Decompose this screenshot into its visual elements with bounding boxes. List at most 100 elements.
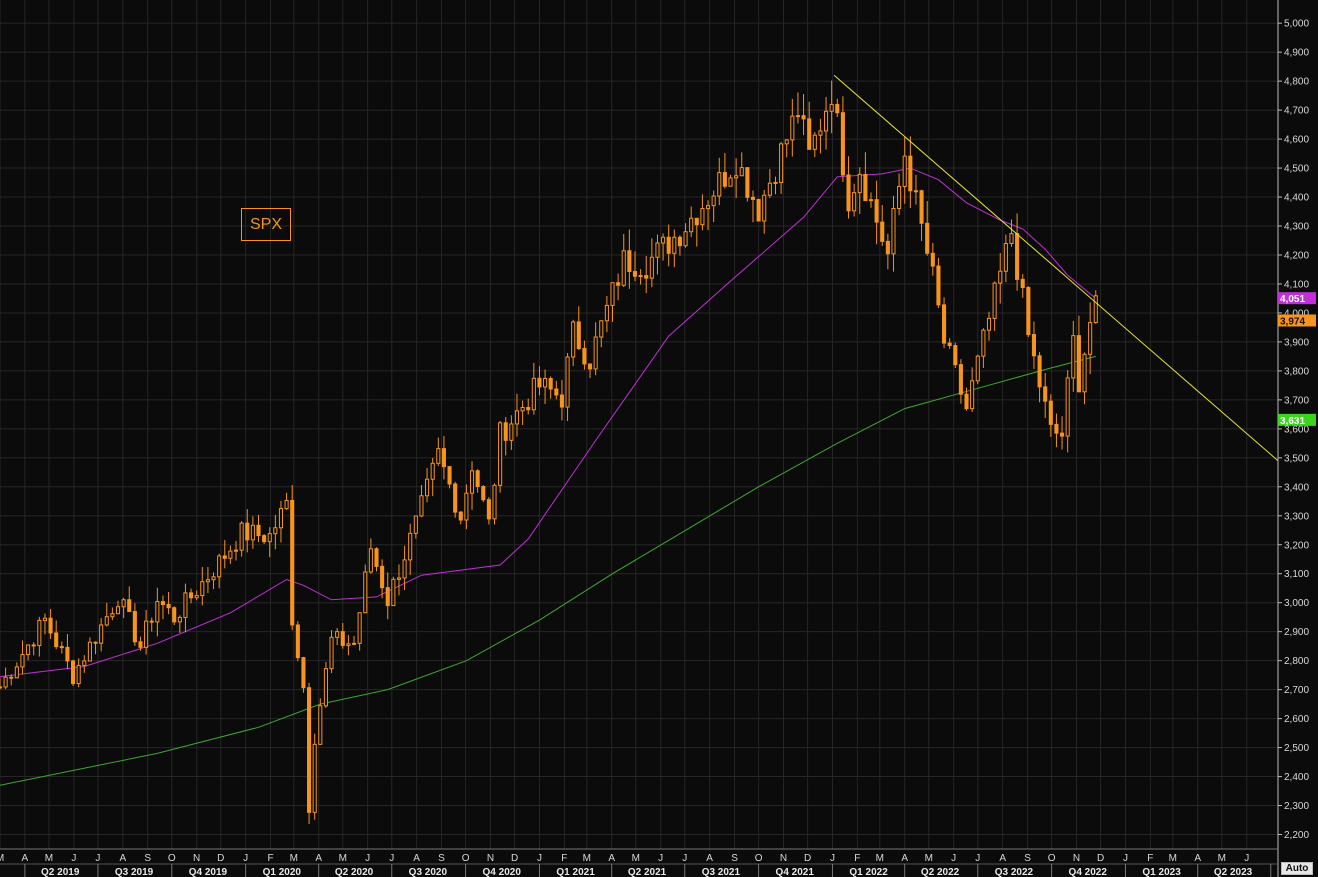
x-month-label: D [511, 853, 518, 864]
candle-body [728, 177, 733, 187]
candle-body [1054, 423, 1059, 434]
x-month-label: M [0, 853, 4, 864]
y-tick-label: 4,400 [1284, 193, 1309, 204]
candle-body [194, 595, 199, 599]
last-value-tag [1278, 314, 1316, 327]
candle-body [689, 217, 694, 233]
candle-body [902, 155, 907, 187]
candle-body [284, 499, 289, 510]
candle-body [795, 115, 800, 118]
x-month-label: J [95, 853, 100, 864]
candle-body [396, 577, 402, 580]
candle-body [942, 304, 947, 344]
candle-body [565, 356, 570, 408]
candle-body [773, 181, 778, 184]
y-tick-label: 4,600 [1284, 135, 1309, 146]
x-month-label: O [462, 853, 470, 864]
candle-body [1020, 278, 1025, 289]
candle-body [846, 174, 851, 212]
candle-body [492, 484, 497, 520]
y-tick-label: 3,800 [1284, 366, 1309, 377]
auto-scale-button[interactable]: Auto [1281, 862, 1313, 875]
candle-body [93, 641, 98, 644]
candle-body [559, 394, 564, 408]
ma50-line [0, 167, 1097, 678]
y-tick-label: 2,900 [1284, 627, 1309, 638]
candle-body [138, 641, 143, 648]
candle-body [762, 194, 767, 222]
x-quarter-label: Q1 2023 [1142, 867, 1181, 877]
x-month-label: M [632, 853, 640, 864]
x-month-label: M [45, 853, 53, 864]
candle-body [1088, 322, 1093, 355]
candle-body [211, 576, 216, 581]
candle-body [307, 687, 312, 813]
y-tick-label: 3,600 [1284, 424, 1309, 435]
candle-body [267, 533, 272, 543]
candle-body [818, 130, 823, 136]
x-month-label: J [243, 853, 248, 864]
candle-body [160, 601, 166, 606]
candle-body [919, 190, 924, 224]
x-axis: MAMJJASONDJFMAMJJASONDJFMAMJJASONDJFMAMJ… [0, 848, 1278, 877]
candle-body [745, 167, 750, 198]
candle-body [936, 265, 941, 306]
candle-body [0, 686, 3, 689]
candle-body [37, 619, 42, 647]
x-month-label: A [901, 853, 908, 864]
candle-body [543, 377, 548, 388]
trendline-layer [833, 74, 1279, 462]
candle-body [233, 549, 239, 552]
x-month-label: S [731, 853, 738, 864]
candle-body [986, 317, 992, 331]
candle-body [1071, 335, 1076, 379]
candle-body [880, 221, 885, 242]
candle-body [705, 205, 711, 210]
x-month-label: A [999, 853, 1006, 864]
candle-body [655, 242, 660, 258]
candle-body [975, 355, 980, 382]
candle-body [700, 208, 705, 226]
candle-body [616, 282, 621, 286]
candle-body [402, 559, 407, 579]
candle-body [42, 617, 48, 621]
y-tick-label: 4,800 [1284, 77, 1309, 88]
last-value-tags: 4,051 3,974 3,631 [1278, 292, 1316, 427]
candle-body [469, 470, 475, 494]
candle-body [958, 364, 963, 395]
x-quarter-label: Q3 2019 [115, 867, 154, 877]
candle-body [273, 527, 278, 535]
y-tick-label: 3,200 [1284, 540, 1309, 551]
candle-body [913, 190, 918, 193]
candle-body [812, 134, 817, 150]
candle-body [520, 406, 525, 412]
candle-body [290, 499, 295, 626]
candle-body [318, 705, 323, 745]
x-month-label: N [1073, 853, 1080, 864]
candle-body [930, 252, 935, 267]
candle-body [391, 578, 396, 607]
candle-body [104, 616, 109, 626]
y-tick-label: 5,000 [1284, 19, 1309, 30]
x-month-label: A [119, 853, 126, 864]
candle-body [1031, 334, 1037, 357]
x-quarter-label: Q2 2022 [921, 867, 960, 877]
x-month-label: M [1169, 853, 1177, 864]
candle-body [1093, 295, 1098, 324]
candle-body [840, 112, 845, 176]
candle-body [582, 348, 587, 365]
candle-body [621, 250, 626, 286]
candle-body [144, 620, 149, 648]
x-quarter-label: Q4 2019 [189, 867, 228, 877]
x-quarter-label: Q2 2020 [335, 867, 374, 877]
y-tick-label: 4,700 [1284, 106, 1309, 117]
x-month-label: A [706, 853, 713, 864]
candle-body [380, 565, 385, 589]
candle-body [509, 423, 514, 441]
candle-body [722, 172, 727, 187]
candle-body [885, 240, 890, 255]
candle-body [436, 448, 441, 464]
candle-body [666, 236, 671, 254]
last-value-tag-label: 3,974 [1280, 316, 1305, 327]
